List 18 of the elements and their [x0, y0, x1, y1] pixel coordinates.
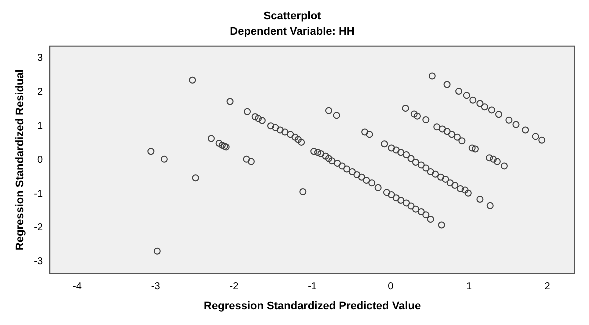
y-tick-label: -1: [34, 188, 44, 200]
y-tick-label: 3: [38, 53, 44, 64]
y-tick-label: 0: [38, 154, 44, 166]
x-tick-label: 2: [544, 282, 551, 293]
y-tick-label: -2: [34, 222, 44, 234]
y-axis-title: Regression Standardized Residual: [14, 70, 27, 251]
y-tick-label: 2: [38, 86, 44, 98]
x-tick-label: 1: [466, 282, 472, 293]
x-axis-title: Regression Standardized Predicted Value: [204, 300, 422, 312]
x-tick-label: -4: [73, 282, 82, 293]
chart-title: Scatterplot: [264, 10, 322, 23]
y-tick-label: 1: [38, 120, 44, 132]
x-tick-label: -3: [151, 282, 161, 293]
y-tick-label: -3: [34, 256, 44, 268]
chart-subtitle: Dependent Variable: HH: [230, 26, 355, 38]
x-tick-label: -2: [230, 282, 240, 293]
x-tick-label: -1: [308, 282, 318, 293]
x-tick-label: 0: [388, 282, 394, 293]
